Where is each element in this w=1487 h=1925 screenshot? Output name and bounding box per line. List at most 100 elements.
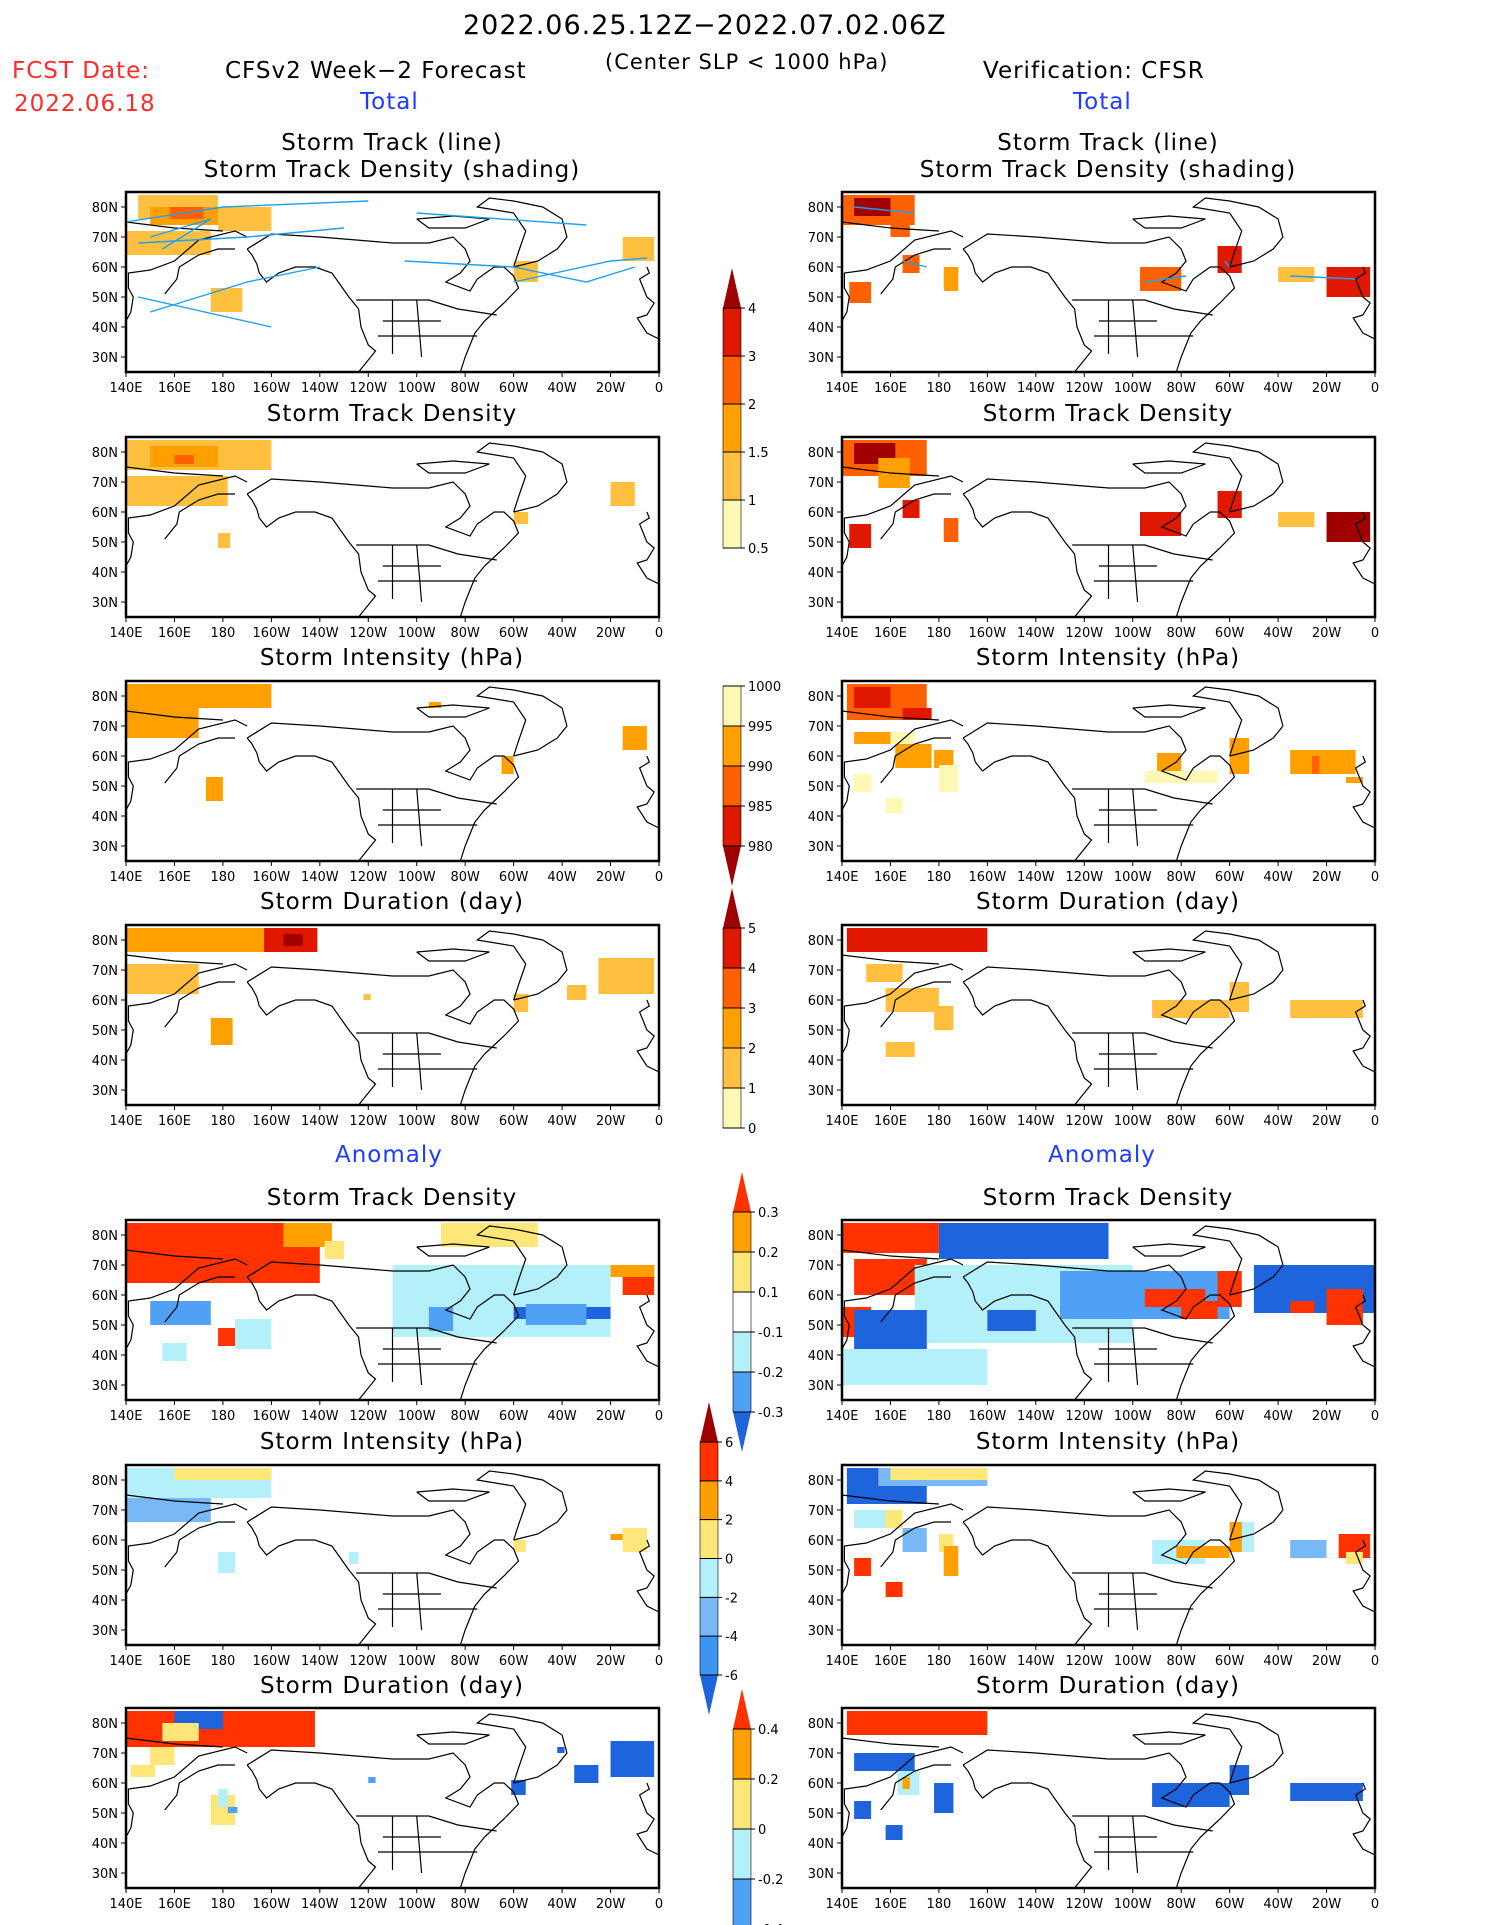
title-obs-intensity: Storm Intensity (hPa) [975, 645, 1241, 671]
panel-frame [124, 190, 661, 374]
colorbar-band [722, 1007, 742, 1049]
shaded-cell [943, 1546, 959, 1576]
colorbar-label: -2 [725, 1591, 738, 1606]
shaded-cell [218, 533, 231, 548]
x-tick-label: 120W [1065, 1897, 1103, 1912]
shaded-cell [525, 1304, 587, 1325]
coastline [841, 710, 939, 721]
coastline [1072, 299, 1213, 316]
y-tick-label: 70N [808, 964, 834, 979]
colorbar-density_anom [732, 1172, 755, 1452]
y-tick-label: 30N [92, 1624, 118, 1639]
colorbar-band [699, 1441, 719, 1482]
x-tick-label: 160W [253, 1897, 291, 1912]
criterion-subtitle: (Center SLP < 1000 hPa) [605, 50, 889, 74]
shaded-cell [1217, 491, 1242, 518]
colorbar-label: -0.4 [758, 1923, 783, 1925]
panel-frame [840, 435, 1377, 619]
shaded-cell [943, 518, 959, 542]
coastline [841, 221, 939, 232]
x-tick-label: 60W [1215, 1897, 1245, 1912]
coastline [1132, 948, 1206, 962]
shaded-cell [854, 1801, 872, 1819]
coastline [246, 1276, 377, 1401]
colorbar-band [732, 1778, 752, 1830]
shaded-cell [283, 934, 303, 946]
coastline [356, 1327, 497, 1344]
y-tick-label: 80N [808, 934, 834, 949]
shaded-cell [174, 1468, 272, 1480]
x-tick-label: 80W [450, 626, 480, 641]
coastline [636, 511, 660, 585]
x-tick-label: 60W [1215, 1409, 1245, 1424]
x-tick-label: 40W [1263, 1654, 1293, 1669]
shaded-cell [943, 267, 959, 291]
shaded-cell [854, 198, 891, 216]
coastline [1352, 1539, 1376, 1613]
x-tick-label: 20W [596, 1654, 626, 1669]
y-tick-label: 60N [808, 994, 834, 1009]
y-tick-label: 30N [808, 840, 834, 855]
map-panel-obs_duration_anom [837, 1706, 1377, 1893]
coastline [475, 686, 568, 757]
colorbar-band [732, 1331, 752, 1373]
coastline [416, 948, 490, 962]
x-tick-label: 160E [158, 626, 191, 641]
y-tick-label: 30N [92, 840, 118, 855]
shaded-cell [218, 1328, 236, 1346]
x-tick-label: 60W [1215, 1654, 1245, 1669]
shaded-cell [610, 1741, 655, 1777]
shaded-cell [854, 1558, 872, 1576]
coastline [125, 963, 248, 1055]
panel-frame [124, 435, 661, 619]
x-tick-label: 60W [499, 1897, 529, 1912]
coastline [1132, 1488, 1206, 1502]
y-tick-label: 60N [808, 750, 834, 765]
colorbar-band [732, 1878, 752, 1925]
x-tick-label: 140E [109, 870, 142, 885]
colorbar-band [699, 1519, 719, 1559]
shaded-cell [205, 777, 223, 801]
x-tick-label: 60W [499, 381, 529, 396]
y-tick-label: 50N [808, 1319, 834, 1334]
y-tick-label: 80N [808, 690, 834, 705]
coastline [841, 1258, 964, 1350]
x-tick-label: 160W [253, 626, 291, 641]
coastline [356, 544, 497, 561]
shaded-cell [885, 1825, 903, 1840]
coastline [356, 1032, 497, 1049]
panel-frame [124, 679, 661, 863]
x-tick-label: 20W [1312, 1409, 1342, 1424]
y-tick-label: 30N [808, 351, 834, 366]
x-tick-label: 40W [1263, 1114, 1293, 1129]
colorbar-arrow-max [723, 888, 741, 928]
x-tick-label: 40W [1263, 1409, 1293, 1424]
shaded-cell [1290, 1301, 1315, 1313]
colorbar-duration_total [722, 888, 745, 1129]
y-tick-label: 80N [92, 1229, 118, 1244]
y-tick-label: 30N [808, 1379, 834, 1394]
coastline [416, 460, 490, 474]
storm-track-line [1224, 260, 1231, 268]
coastline [962, 1521, 1093, 1646]
x-tick-label: 40W [1263, 381, 1293, 396]
shaded-cell [150, 1301, 211, 1325]
coastline [1352, 1782, 1376, 1856]
y-tick-label: 50N [92, 780, 118, 795]
shaded-cell [513, 261, 538, 282]
coastline [962, 1276, 1093, 1401]
x-tick-label: 20W [1312, 626, 1342, 641]
coastline [1132, 788, 1139, 847]
x-tick-label: 100W [398, 1654, 436, 1669]
colorbar-intensity_anom [699, 1402, 722, 1715]
x-tick-label: 20W [596, 870, 626, 885]
y-tick-label: 50N [808, 1807, 834, 1822]
y-tick-label: 80N [808, 1229, 834, 1244]
coastline [1072, 1572, 1213, 1589]
shaded-cell [885, 988, 939, 1012]
coastline [1132, 1815, 1139, 1874]
coastline [1072, 1327, 1213, 1344]
x-tick-label: 180 [926, 1114, 951, 1129]
coastline [416, 1032, 423, 1091]
colorbar-label: 4 [725, 1475, 733, 1490]
